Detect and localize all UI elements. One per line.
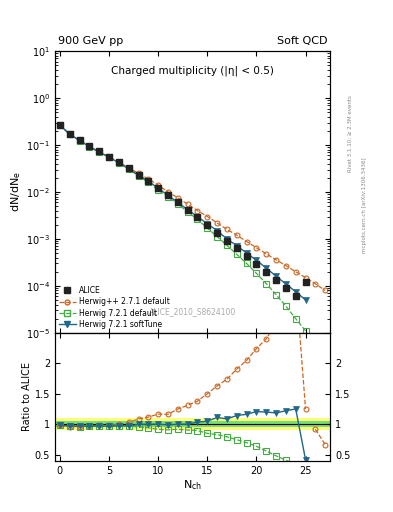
- Text: Soft QCD: Soft QCD: [277, 35, 327, 46]
- Text: Rivet 3.1.10; ≥ 2.3M events: Rivet 3.1.10; ≥ 2.3M events: [348, 95, 353, 172]
- Text: 900 GeV pp: 900 GeV pp: [58, 35, 123, 46]
- Legend: ALICE, Herwig++ 2.7.1 default, Herwig 7.2.1 default, Herwig 7.2.1 softTune: ALICE, Herwig++ 2.7.1 default, Herwig 7.…: [59, 286, 169, 329]
- Y-axis label: dN/dN$_\mathsf{e}$: dN/dN$_\mathsf{e}$: [9, 172, 23, 212]
- Text: Charged multiplicity (|η| < 0.5): Charged multiplicity (|η| < 0.5): [111, 66, 274, 76]
- Text: mcplots.cern.ch [arXiv:1306.3436]: mcplots.cern.ch [arXiv:1306.3436]: [362, 157, 367, 252]
- X-axis label: N$_\mathsf{ch}$: N$_\mathsf{ch}$: [183, 478, 202, 492]
- Y-axis label: Ratio to ALICE: Ratio to ALICE: [22, 362, 32, 431]
- Text: ALICE_2010_S8624100: ALICE_2010_S8624100: [149, 307, 236, 316]
